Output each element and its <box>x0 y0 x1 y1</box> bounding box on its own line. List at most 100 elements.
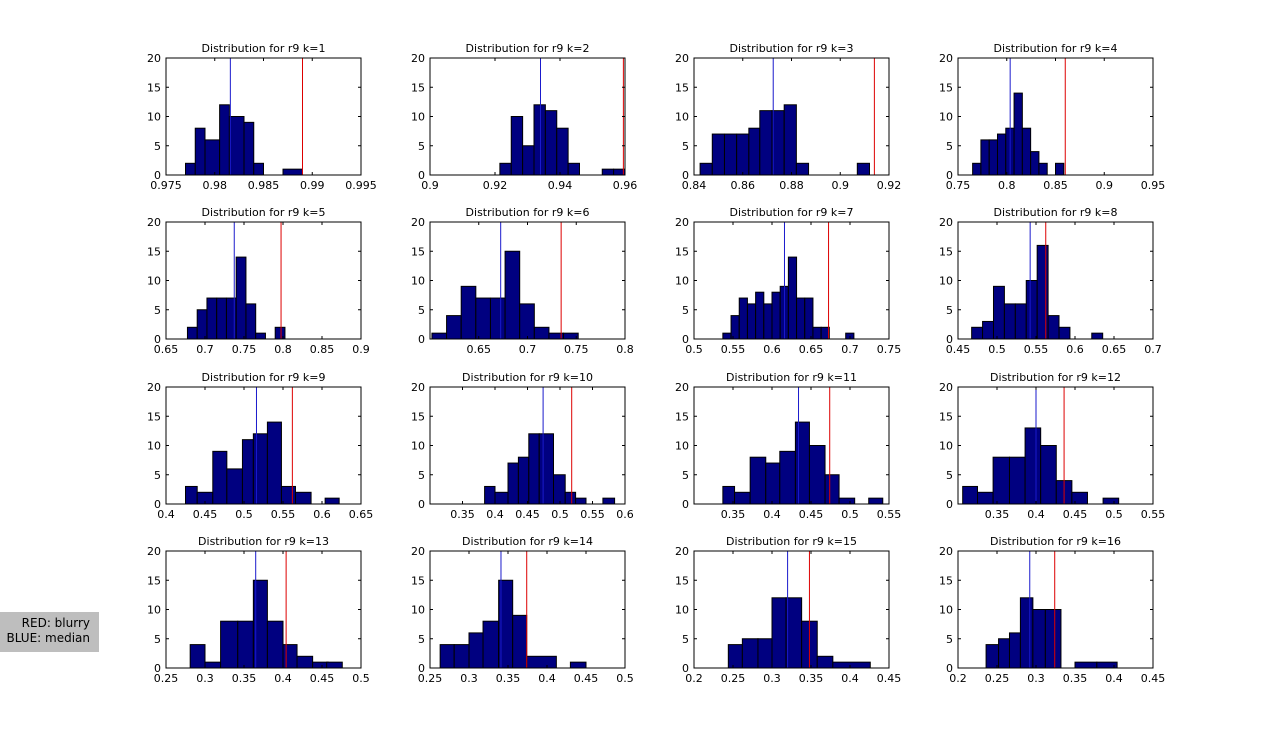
histogram-bar <box>237 620 254 669</box>
histogram-bar <box>526 655 557 669</box>
x-tick-label: 0.2 <box>949 672 967 685</box>
histogram-bar <box>796 297 806 340</box>
x-tick-label: 0.88 <box>779 179 804 192</box>
y-tick-label: 0 <box>154 169 161 182</box>
x-tick-label: 0.6 <box>313 508 331 521</box>
histogram-bar <box>1032 609 1046 669</box>
y-tick-label: 10 <box>939 440 953 453</box>
subplot-title: Distribution for r9 k=16 <box>990 535 1121 548</box>
subplot-title: Distribution for r9 k=6 <box>466 206 590 219</box>
x-tick-label: 0.5 <box>685 343 703 356</box>
histogram-bar <box>734 491 751 505</box>
histogram-bar <box>1044 609 1062 669</box>
histogram-bar <box>868 497 884 505</box>
x-tick-label: 0.8 <box>616 343 634 356</box>
histogram-bar <box>252 433 268 505</box>
histogram-bar <box>746 303 757 340</box>
x-tick-label: 0.4 <box>486 508 504 521</box>
y-tick-label: 0 <box>946 333 953 346</box>
y-tick-label: 10 <box>147 111 161 124</box>
y-tick-label: 10 <box>147 440 161 453</box>
x-tick-label: 0.3 <box>763 672 781 685</box>
x-tick-label: 0.75 <box>877 343 902 356</box>
subplot-4: Distribution for r9 k=4 0 5 10 15 20 0.75 0.8 0.… <box>939 42 1165 192</box>
y-tick-label: 5 <box>154 304 161 317</box>
histogram-bar <box>771 597 787 669</box>
x-tick-label: 0.6 <box>1066 343 1084 356</box>
histogram-bar <box>216 297 227 340</box>
y-tick-label: 0 <box>154 662 161 675</box>
subplot-9: Distribution for r9 k=9 0 5 10 15 20 0.4 0.45 0.… <box>147 371 373 521</box>
x-tick-label: 0.45 <box>515 508 540 521</box>
subplot-16: Distribution for r9 k=16 0 5 10 15 20 0.2 0.25 0… <box>939 535 1165 685</box>
subplot-3: Distribution for r9 k=3 0 5 10 15 20 0.84 0.86 0… <box>675 42 901 192</box>
y-tick-label: 15 <box>147 81 161 94</box>
y-tick-label: 20 <box>147 381 161 394</box>
y-tick-label: 0 <box>418 169 425 182</box>
y-tick-label: 10 <box>939 111 953 124</box>
histogram-bar <box>988 139 998 176</box>
y-tick-label: 15 <box>411 410 425 423</box>
histogram-bar <box>219 104 230 176</box>
y-tick-label: 20 <box>411 216 425 229</box>
subplot-12: Distribution for r9 k=12 0 5 10 15 20 0.35 0.4 0… <box>939 371 1165 521</box>
histogram-bar <box>1038 162 1048 176</box>
y-tick-label: 5 <box>682 304 689 317</box>
histogram-bar <box>812 326 822 340</box>
histogram-bar <box>748 127 761 176</box>
histogram-bar <box>794 421 810 505</box>
y-tick-label: 20 <box>147 216 161 229</box>
histogram-bar <box>564 491 577 505</box>
y-tick-label: 5 <box>418 633 425 646</box>
histogram-bar <box>1021 127 1032 176</box>
y-tick-label: 5 <box>946 140 953 153</box>
y-tick-label: 15 <box>939 574 953 587</box>
x-tick-label: 0.4 <box>841 672 859 685</box>
histogram-bar <box>1047 315 1060 340</box>
histogram-bar <box>727 644 743 669</box>
histogram-bar <box>245 303 257 340</box>
histogram-bar <box>185 485 198 505</box>
histogram-bar <box>832 661 871 669</box>
x-tick-label: 0.55 <box>1141 508 1166 521</box>
y-tick-label: 5 <box>154 140 161 153</box>
x-tick-label: 0.55 <box>271 508 296 521</box>
subplot-10: Distribution for r9 k=10 0 5 10 15 20 0.35 0.4 0… <box>411 371 634 521</box>
histogram-bar <box>785 597 803 669</box>
axes-box <box>165 221 362 340</box>
histogram-bar <box>808 445 826 505</box>
x-tick-label: 0.9 <box>352 343 370 356</box>
x-tick-label: 0.35 <box>496 672 521 685</box>
histogram-bar <box>522 145 535 176</box>
histogram-bar <box>241 439 254 505</box>
x-tick-label: 0.45 <box>877 672 902 685</box>
y-tick-label: 20 <box>147 545 161 558</box>
x-tick-label: 0.35 <box>232 672 257 685</box>
histogram-bar <box>783 104 797 176</box>
y-tick-label: 20 <box>675 545 689 558</box>
y-tick-label: 20 <box>939 52 953 65</box>
histogram-bar <box>517 456 530 505</box>
x-tick-label: 0.25 <box>721 672 746 685</box>
y-tick-label: 0 <box>154 498 161 511</box>
x-tick-label: 0.75 <box>232 343 257 356</box>
x-tick-label: 0.985 <box>248 179 280 192</box>
y-tick-label: 0 <box>418 498 425 511</box>
y-tick-label: 20 <box>675 52 689 65</box>
y-tick-label: 10 <box>939 275 953 288</box>
subplot-11: Distribution for r9 k=11 0 5 10 15 20 0.35 0.4 0… <box>675 371 901 521</box>
x-tick-label: 0.99 <box>300 179 325 192</box>
x-tick-label: 0.4 <box>1027 508 1045 521</box>
y-tick-label: 5 <box>154 633 161 646</box>
x-tick-label: 0.6 <box>763 343 781 356</box>
y-tick-label: 15 <box>147 410 161 423</box>
subplot-1: Distribution for r9 k=1 0 5 10 15 20 0.975 0.98… <box>147 42 377 192</box>
histogram-bar <box>453 644 470 669</box>
subplot-title: Distribution for r9 k=2 <box>466 42 590 55</box>
histogram-bar <box>962 485 978 505</box>
histogram-bar <box>468 632 484 669</box>
x-tick-label: 0.45 <box>193 508 218 521</box>
y-tick-label: 15 <box>939 410 953 423</box>
histogram-bar <box>255 332 266 340</box>
histogram-bar <box>601 168 615 176</box>
